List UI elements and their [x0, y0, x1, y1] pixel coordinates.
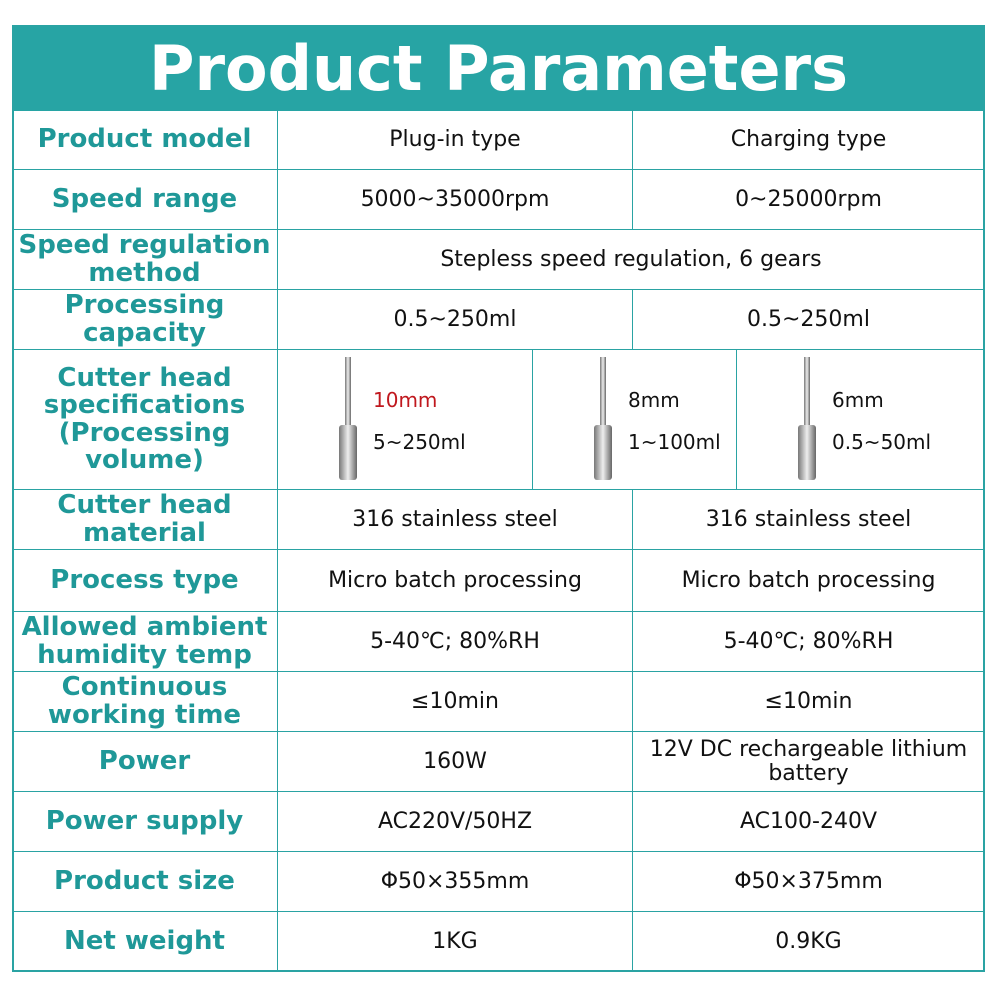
cutter-volume: 1~100ml [628, 430, 721, 454]
cell-value: 0.5~250ml [278, 290, 633, 350]
cell-value: AC100-240V [633, 792, 985, 852]
cutter-icon [594, 357, 612, 480]
row-label: Speed range [12, 170, 278, 230]
cell-value: Charging type [633, 111, 985, 170]
cell-value: ≤10min [633, 672, 985, 732]
cell-value: 0.5~250ml [633, 290, 985, 350]
row-label: Allowed ambient humidity temp [12, 612, 278, 672]
cell-value: ≤10min [278, 672, 633, 732]
cell-value: 5-40℃; 80%RH [633, 612, 985, 672]
cell-value: 1KG [278, 912, 633, 972]
cell-value: 0~25000rpm [633, 170, 985, 230]
row-label: Speed regulation method [12, 230, 278, 290]
cutter-volume: 0.5~50ml [832, 430, 932, 454]
cutter-size: 8mm [628, 388, 680, 412]
row-label: Product size [12, 852, 278, 912]
cell-value: 316 stainless steel [278, 490, 633, 550]
cell-value: 5-40℃; 80%RH [278, 612, 633, 672]
cell-value: 316 stainless steel [633, 490, 985, 550]
cell-value: Micro batch processing [633, 550, 985, 612]
row-label: Power [12, 732, 278, 792]
cutter-cell [278, 350, 533, 490]
cutter-size: 6mm [832, 388, 884, 412]
cell-value: AC220V/50HZ [278, 792, 633, 852]
cutter-size: 10mm [373, 388, 438, 412]
title: Product Parameters [12, 25, 985, 111]
cell-value: 5000~35000rpm [278, 170, 633, 230]
row-label: Cutter head material [12, 490, 278, 550]
row-label: Continuous working time [12, 672, 278, 732]
row-label: Power supply [12, 792, 278, 852]
cutter-cell [737, 350, 985, 490]
row-label: Processing capacity [12, 290, 278, 350]
cutter-volume: 5~250ml [373, 430, 466, 454]
row-label: Product model [12, 111, 278, 170]
row-label: Process type [12, 550, 278, 612]
cell-value: Φ50×375mm [633, 852, 985, 912]
cell-value: Plug-in type [278, 111, 633, 170]
row-label: Cutter head specifications (Processing v… [12, 350, 278, 490]
cell-value: 12V DC rechargeable lithium battery [633, 732, 985, 792]
cutter-icon [798, 357, 816, 480]
cell-value: Φ50×355mm [278, 852, 633, 912]
cell-value: 0.9KG [633, 912, 985, 972]
cutter-cell [533, 350, 737, 490]
row-label: Net weight [12, 912, 278, 972]
cutter-icon [339, 357, 357, 480]
cell-value: 160W [278, 732, 633, 792]
cell-value: Micro batch processing [278, 550, 633, 612]
cell-value: Stepless speed regulation, 6 gears [278, 230, 985, 290]
